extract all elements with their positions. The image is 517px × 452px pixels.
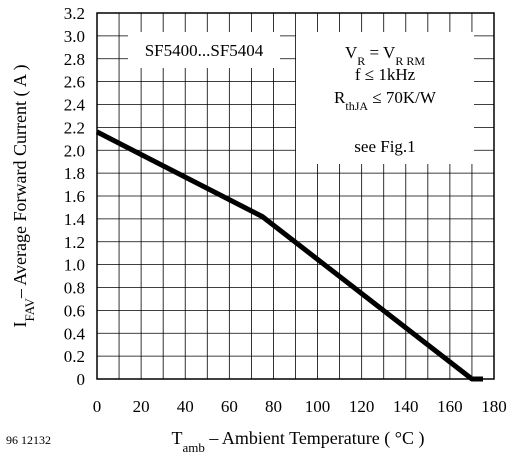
y-tick-label: 3.0 [64,27,85,46]
y-tick-label: 0.4 [64,324,86,343]
x-axis-label: Tamb – Ambient Temperature ( °C ) [172,428,425,452]
annotation-box-bg-right [296,32,474,164]
annotation-box-bg-left [128,32,280,68]
x-tick-label: 140 [393,397,419,416]
x-tick-label: 160 [437,397,463,416]
condition-see-fig: see Fig.1 [354,137,415,156]
y-tick-label: 0.2 [64,347,85,366]
series-layer [95,129,483,382]
device-label: SF5400...SF5404 [145,41,264,60]
y-tick-label: 1.8 [64,164,85,183]
x-tick-label: 80 [265,397,282,416]
x-tick-label: 20 [133,397,150,416]
figure-id: 96 12132 [6,433,51,447]
y-tick-label: 1.4 [64,210,86,229]
y-tick-label: 1.6 [64,187,85,206]
y-tick-label: 2.4 [64,96,86,115]
annotation-box: SF5400...SF5404 VR = VR RM f ≤ 1kHz RthJ… [128,32,474,164]
y-tick-label: 2.8 [64,50,85,69]
y-tick-label: 2.2 [64,118,85,137]
condition-frequency: f ≤ 1kHz [355,65,416,84]
y-tick-label: 1.0 [64,256,85,275]
x-tick-label: 60 [221,397,238,416]
x-tick-label: 100 [305,397,331,416]
y-tick-label: 0 [77,370,86,389]
series-line [95,129,483,382]
y-tick-label: 2.0 [64,141,85,160]
plot-frame [96,12,495,380]
x-tick-label: 180 [481,397,507,416]
condition-rthja: RthJA ≤ 70K/W [334,88,437,113]
condition-vr: VR = VR RM [345,43,425,68]
x-tick-labels: 0 20 40 60 80 100 120 140 160 180 [93,397,507,416]
x-tick-label: 0 [93,397,102,416]
y-tick-label: 3.2 [64,4,85,23]
x-tick-label: 120 [349,397,375,416]
y-axis-label: IFAV– Average Forward Current ( A ) [10,65,37,328]
y-tick-label: 0.8 [64,279,85,298]
y-tick-label: 0.6 [64,301,85,320]
y-tick-label: 2.6 [64,73,85,92]
y-tick-label: 1.2 [64,233,85,252]
y-tick-labels: 0 0.2 0.4 0.6 0.8 1.0 1.2 1.4 1.6 1.8 2.0 2.2 2.4 2.6… [64,4,86,389]
x-tick-label: 40 [177,397,194,416]
